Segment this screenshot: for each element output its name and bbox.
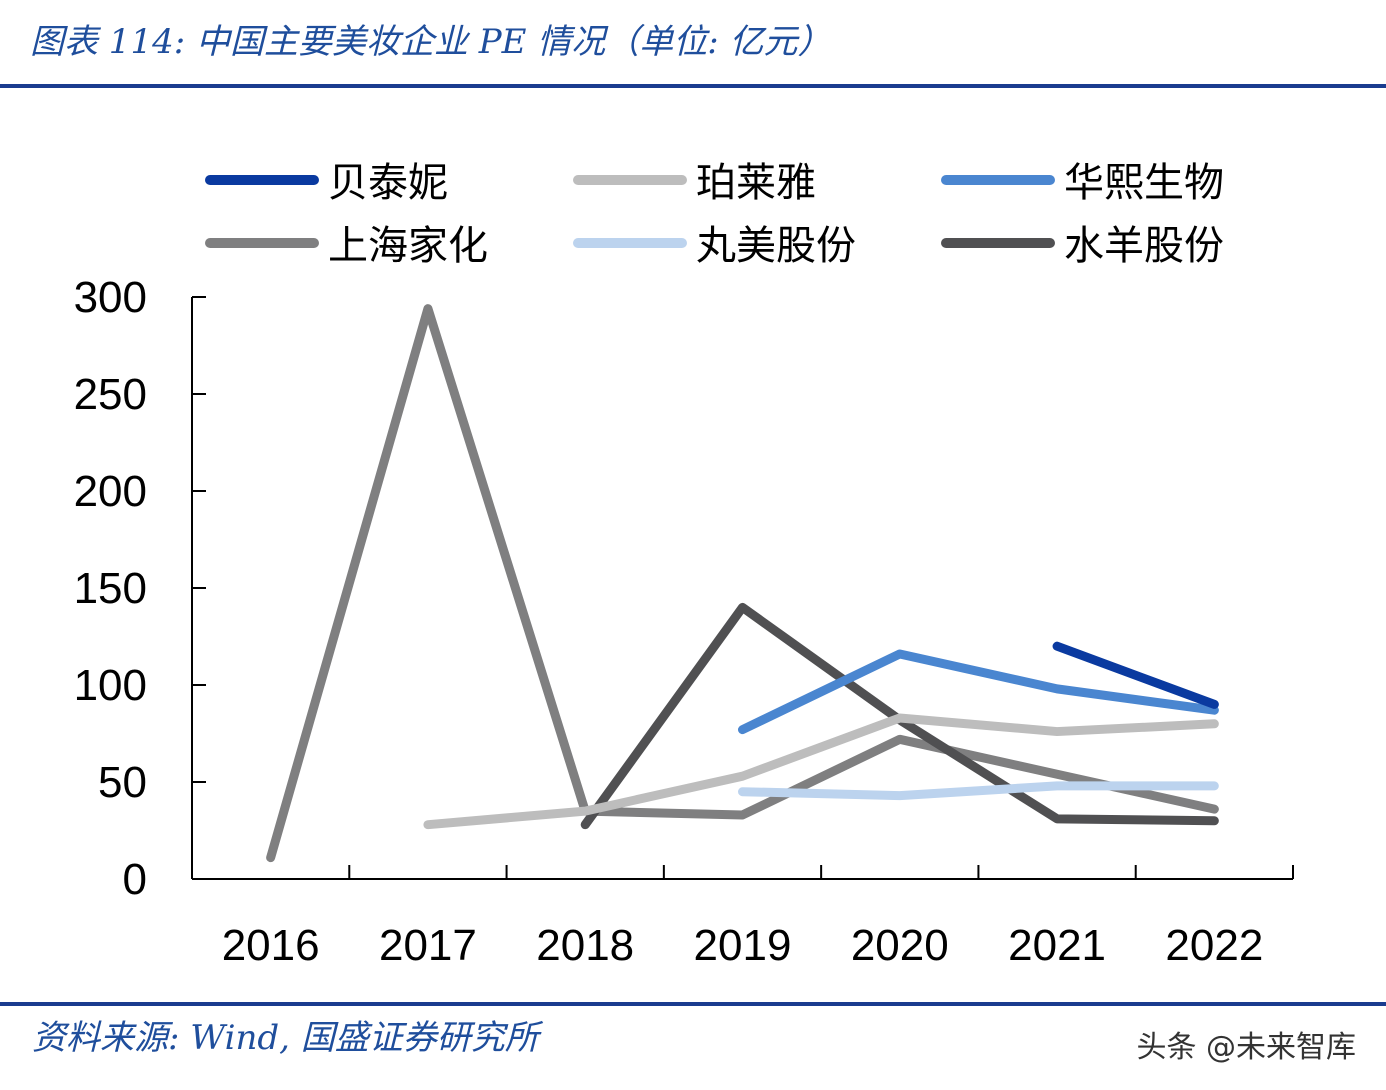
watermark: 头条 @未来智库 [1136,1030,1356,1065]
series-line-1 [423,713,1219,830]
series-line-0 [1052,641,1219,709]
legend-label: 丸美股份 [696,223,856,269]
y-tick-label: 150 [74,564,147,613]
x-tick-label: 2016 [222,921,320,970]
x-tick-label: 2021 [1008,921,1106,970]
y-tick-label: 300 [74,273,147,322]
line-chart: 0 50 100 150 200 250 300 2016 2017 2018 2019 2020 20… [74,160,1294,970]
y-tick-label: 0 [123,855,147,904]
source-note: 资料来源: Wind, 国盛证券研究所 [32,1018,539,1058]
x-tick-label: 2022 [1165,921,1263,970]
series-line-4 [738,781,1219,801]
y-tick-label: 50 [98,758,147,807]
x-tick-label: 2017 [379,921,477,970]
legend-label: 水羊股份 [1064,223,1224,269]
legend-label: 上海家化 [328,223,488,269]
legend-label: 华熙生物 [1064,160,1224,206]
title-rule [0,84,1386,88]
legend-label: 贝泰妮 [328,160,448,206]
series-line-2 [738,649,1219,735]
y-tick-label: 200 [74,467,147,516]
legend-label: 珀莱雅 [696,160,816,206]
y-tick-label: 250 [74,370,147,419]
x-tick-label: 2019 [694,921,792,970]
y-tick-label: 100 [74,661,147,710]
figure-title: 图表 114: 中国主要美妆企业 PE 情况（单位: 亿元） [30,22,832,62]
footer-rule [0,1002,1386,1006]
series-line-3 [266,304,1219,863]
x-tick-label: 2020 [851,921,949,970]
x-tick-label: 2018 [536,921,634,970]
